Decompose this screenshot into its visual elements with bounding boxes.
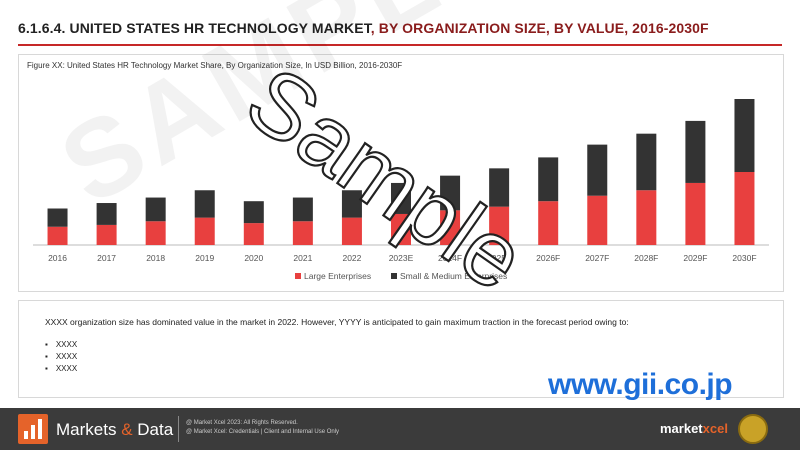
brand-part1: Markets [56,420,117,439]
bar-segment-sme-2030F [734,99,755,172]
bullet-item: XXXX [45,339,77,351]
copyright-line1: @ Market Xcel 2023: All Rights Reserved. [186,420,298,426]
x-tick-label: 2018 [146,253,165,263]
bar-segment-sme-2024F [440,175,461,211]
legend-label: Large Enterprises [304,271,371,281]
bar-segment-sme-2023E [391,182,411,214]
bar-segment-large-2019 [194,217,215,245]
bar-segment-sme-2022 [341,190,362,218]
x-tick-label: 2026F [536,253,560,263]
brand-amp: & [116,420,138,439]
legend-label: Small & Medium Enterprises [400,271,507,281]
figure-caption: Figure XX: United States HR Technology M… [27,61,403,70]
bullet-item: XXXX [45,363,77,375]
legend-swatch [295,273,301,279]
markets-and-data-logo-icon [18,414,48,444]
x-tick-label: 2020 [244,253,263,263]
bar-segment-large-2030F [734,172,755,245]
x-tick-label: 2030F [732,253,756,263]
brand-part2: Data [137,420,174,439]
x-tick-label: 2029F [683,253,707,263]
bar-segment-sme-2026F [538,157,559,202]
mx-part2: xcel [702,421,728,436]
bar-segment-sme-2018 [145,197,166,222]
bar-segment-sme-2028F [636,133,657,191]
footer-divider [178,416,179,442]
title-divider [18,44,782,46]
bar-segment-large-2021 [292,221,313,245]
bar-segment-large-2018 [145,221,166,245]
x-tick-label: 2028F [634,253,658,263]
summary-text: XXXX organization size has dominated val… [45,317,629,327]
copyright-line2: @ Market Xcel: Credentials | Client and … [186,429,340,435]
marketxcel-logo: marketxcel [660,421,728,436]
award-badge-icon [738,414,768,444]
summary-panel: XXXX organization size has dominated val… [18,300,784,398]
bar-segment-large-2028F [636,190,657,245]
x-tick-label: 2019 [195,253,214,263]
bar-segment-large-2025F [489,206,510,245]
bullet-list: XXXX XXXX XXXX [45,339,77,375]
bar-segment-large-2020 [243,223,264,245]
bar-segment-sme-2019 [194,190,215,218]
bar-segment-large-2027F [587,195,608,245]
chart-panel: Figure XX: United States HR Technology M… [18,54,784,292]
bar-segment-large-2024F [440,210,461,245]
x-tick-label: 2025F [487,253,511,263]
footer-copyright: @ Market Xcel 2023: All Rights Reserved.… [186,419,339,437]
stacked-bar-chart: 2016 2017 2018 2019 2020 2021 2022 2023E 2024F 20… [33,99,769,281]
x-tick-label: 2021 [293,253,312,263]
footer: Markets & Data @ Market Xcel 2023: All R… [0,408,800,450]
bar-segment-large-2016 [47,226,68,245]
mx-part1: market [660,421,703,436]
title-sub: , BY ORGANIZATION SIZE, BY VALUE, 2016-2… [370,20,709,36]
bar-segment-sme-2027F [587,144,608,196]
bar-segment-large-2017 [96,224,117,245]
legend-swatch [391,273,397,279]
x-tick-label: 2027F [585,253,609,263]
bar-segment-sme-2017 [96,203,117,225]
x-tick-label: 2022 [342,253,361,263]
bar-segment-large-2029F [685,182,706,245]
bullet-item: XXXX [45,351,77,363]
title-main: 6.1.6.4. UNITED STATES HR TECHNOLOGY MAR… [18,20,371,36]
x-tick-label: 2024F [438,253,462,263]
x-tick-label: 2016 [48,253,67,263]
x-tick-label: 2023E [389,253,414,263]
bar-segment-sme-2016 [47,208,68,227]
bar-segment-sme-2020 [243,201,264,224]
bar-segment-large-2026F [538,201,559,245]
bar-segment-sme-2025F [489,168,510,207]
bar-segment-large-2023E [391,213,411,245]
page-title: 6.1.6.4. UNITED STATES HR TECHNOLOGY MAR… [18,20,709,36]
bar-segment-sme-2021 [292,197,313,222]
bar-segment-large-2022 [341,217,362,245]
gii-url[interactable]: www.gii.co.jp [548,368,733,401]
footer-brand: Markets & Data [56,420,173,440]
x-tick-label: 2017 [97,253,116,263]
bar-segment-sme-2029F [685,120,706,183]
